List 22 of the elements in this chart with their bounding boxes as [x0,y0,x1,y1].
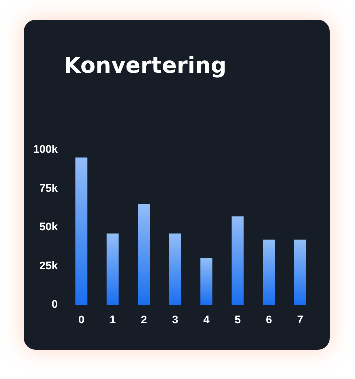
bar [232,216,244,305]
bar [106,234,119,305]
x-tick-label: 5 [234,314,241,326]
x-tick-label: 7 [297,314,304,326]
bar [76,158,88,305]
y-tick-label: 25k [40,260,59,272]
y-tick-label: 0 [52,299,58,311]
x-tick-label: 4 [204,314,211,326]
chart-title: Konvertering [64,54,227,79]
x-tick-label: 0 [78,314,85,326]
bar [200,258,213,305]
x-tick-label: 6 [266,314,272,326]
bar [169,234,182,305]
y-tick-label: 100k [34,144,59,156]
x-tick-label: 3 [172,314,178,326]
bar [294,240,306,305]
bar [138,204,150,305]
y-tick-label: 50k [40,222,59,234]
x-tick-label: 1 [110,314,116,326]
x-tick-label: 2 [141,314,148,326]
bar [263,240,276,305]
y-tick-label: 75k [40,182,59,195]
